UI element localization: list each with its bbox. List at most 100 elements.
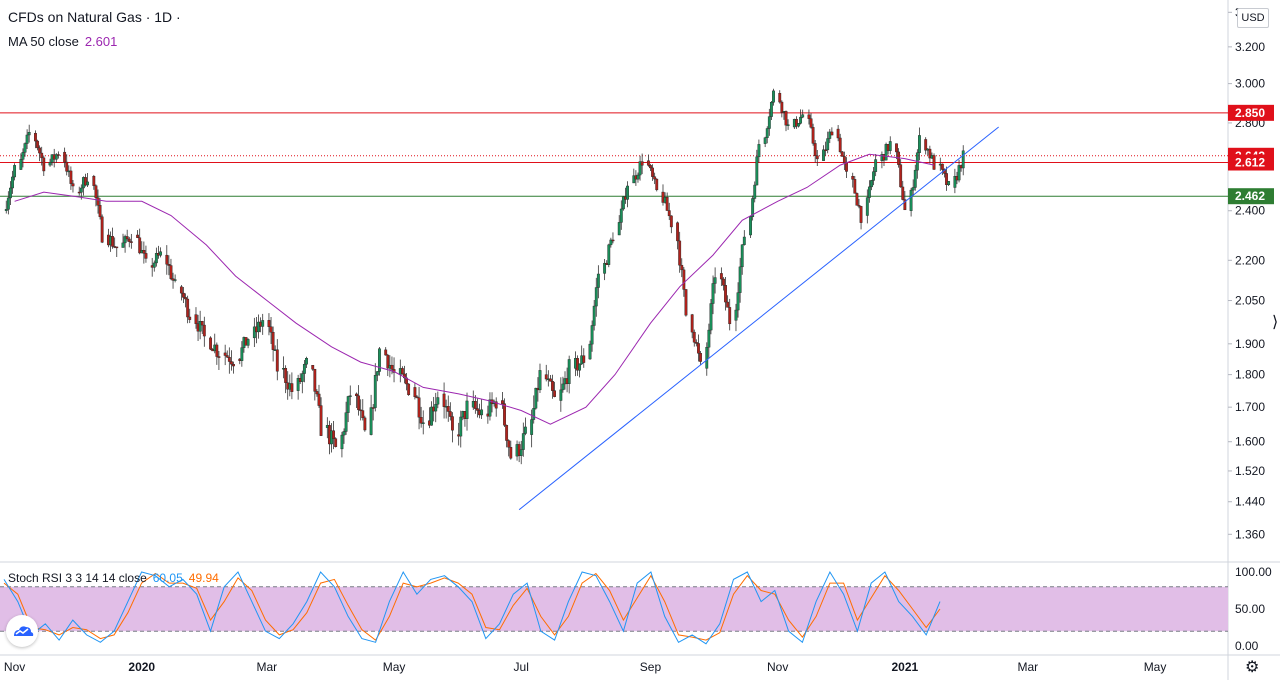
candle-body (442, 393, 446, 407)
candle-body (27, 132, 31, 136)
candle-body (86, 181, 89, 186)
candle-body (609, 239, 613, 246)
candle-body (305, 357, 308, 365)
candle-body (590, 325, 594, 345)
currency-button[interactable]: USD (1237, 8, 1269, 28)
price-tick-label: 2.400 (1235, 204, 1265, 218)
candle-body (21, 152, 25, 160)
candle-body (407, 383, 411, 396)
tradingview-logo[interactable] (6, 615, 38, 647)
candle-body (371, 407, 375, 409)
time-tick-label: May (383, 660, 406, 674)
candle-body (138, 237, 142, 254)
candle-body (607, 244, 611, 265)
candle-body (653, 176, 657, 180)
candle-body (859, 206, 863, 223)
candle-body (417, 397, 421, 418)
candle-body (911, 187, 915, 191)
candle-body (165, 254, 169, 265)
candle-body (799, 116, 803, 124)
candle-body (884, 144, 888, 161)
candle-body (578, 363, 582, 371)
candle-body (561, 383, 565, 391)
candle-body (957, 165, 961, 181)
candle-body (302, 363, 306, 374)
level-badge-2.850 (1228, 104, 1274, 121)
candle-body (667, 210, 671, 217)
candle-body (369, 407, 373, 435)
candle-body (275, 349, 279, 372)
candle-body (413, 387, 417, 398)
candle-body (459, 416, 463, 437)
candle-body (71, 183, 75, 187)
candle-body (173, 279, 177, 281)
candle-body (719, 273, 723, 280)
candle-body (96, 197, 100, 206)
candle-body (870, 180, 873, 188)
candle-body (332, 430, 336, 439)
price-tick-label: 2.200 (1235, 253, 1265, 267)
candle-body (169, 265, 173, 279)
candle-body (69, 170, 73, 184)
candle-body (772, 90, 775, 103)
price-tick-label: 1.440 (1235, 495, 1265, 509)
candle-body (6, 197, 10, 210)
candle-body (538, 370, 542, 391)
candle-body (34, 132, 37, 142)
stoch-k-value: 60.05 (152, 571, 183, 585)
candle-body (421, 422, 425, 424)
ma-legend-value: 2.601 (84, 34, 118, 49)
candle-body (544, 374, 548, 380)
candle-body (232, 364, 235, 367)
candle-body (38, 147, 42, 154)
candle-body (509, 447, 513, 459)
stoch-d-value: 49.94 (188, 571, 219, 585)
candle-body (757, 144, 761, 158)
candle-body (451, 416, 454, 431)
candle-body (334, 438, 338, 447)
candle-body (4, 209, 8, 211)
candle-body (736, 292, 740, 311)
ma-50-line (14, 153, 935, 425)
candle-body (749, 216, 752, 236)
candle-body (36, 140, 39, 149)
candle-body (240, 347, 244, 361)
candle-body (940, 163, 944, 170)
candle-body (649, 165, 652, 169)
candle-body (684, 289, 688, 316)
candle-body (711, 283, 715, 304)
candle-body (355, 393, 358, 397)
candle-body (626, 185, 629, 200)
gear-icon[interactable]: ⚙ (1245, 659, 1260, 676)
candle-body (611, 239, 615, 242)
candle-body (655, 178, 659, 191)
candle-body (784, 111, 788, 126)
time-tick-label: May (1144, 660, 1167, 674)
candle-body (836, 128, 840, 139)
candle-body (271, 332, 275, 350)
candle-body (822, 149, 825, 161)
candle-body (121, 242, 125, 248)
candle-body (855, 193, 859, 206)
candle-body (194, 314, 198, 324)
candle-body (947, 181, 951, 186)
candle-body (125, 236, 129, 240)
level-badge-text: 2.462 (1235, 189, 1265, 203)
candle-body (152, 262, 156, 268)
candle-body (465, 400, 469, 419)
scale-handle-icon[interactable]: ⟩ (1272, 314, 1279, 331)
candle-body (853, 179, 857, 194)
candle-body (257, 321, 260, 333)
candle-body (494, 401, 498, 409)
stoch-tick-label: 0.00 (1235, 639, 1259, 653)
candle-body (840, 151, 844, 157)
candle-body (826, 138, 830, 151)
candle-body (284, 368, 288, 383)
candle-body (179, 286, 183, 294)
candle-body (699, 353, 702, 362)
candle-body (953, 176, 957, 188)
candle-body (945, 173, 948, 186)
candle-body (619, 208, 623, 223)
